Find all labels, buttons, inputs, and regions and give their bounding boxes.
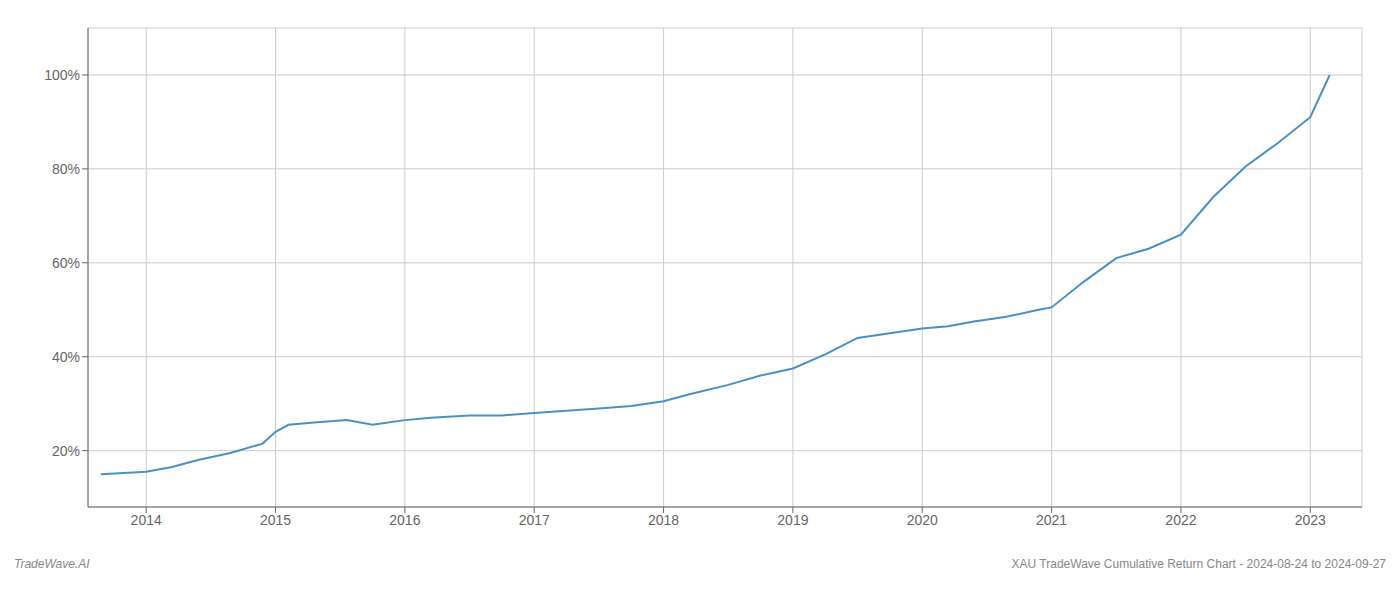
svg-text:100%: 100%	[44, 67, 80, 83]
svg-text:2021: 2021	[1036, 512, 1067, 528]
svg-text:2017: 2017	[519, 512, 550, 528]
svg-text:2020: 2020	[907, 512, 938, 528]
svg-text:60%: 60%	[52, 255, 80, 271]
svg-text:2019: 2019	[777, 512, 808, 528]
svg-text:2023: 2023	[1295, 512, 1326, 528]
svg-text:2022: 2022	[1165, 512, 1196, 528]
svg-text:80%: 80%	[52, 161, 80, 177]
html-text:TradeWave.AI: TradeWave.AI	[14, 557, 90, 571]
svg-text:40%: 40%	[52, 349, 80, 365]
svg-text:2018: 2018	[648, 512, 679, 528]
svg-text:2016: 2016	[389, 512, 420, 528]
svg-text:2015: 2015	[260, 512, 291, 528]
html-text:XAU TradeWave Cumulative Retur: XAU TradeWave Cumulative Return Chart - …	[1011, 557, 1386, 571]
svg-text:20%: 20%	[52, 443, 80, 459]
svg-text:2014: 2014	[131, 512, 162, 528]
